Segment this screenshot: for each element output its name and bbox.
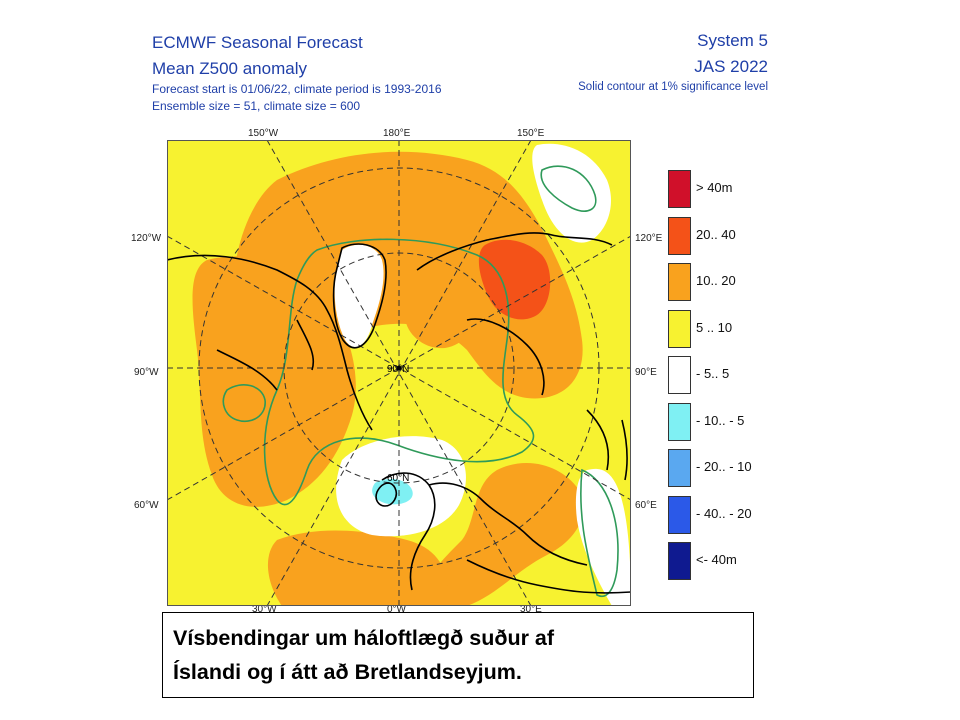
anomaly-region-orange-central (404, 286, 470, 349)
legend-label: - 5.. 5 (696, 366, 730, 381)
legend-swatch (668, 495, 691, 534)
legend-swatch (668, 170, 691, 208)
coastlines (167, 232, 631, 594)
anomaly-region-orange-west (192, 256, 356, 507)
lon-label-90e: 90°E (635, 367, 657, 378)
anomaly-region-orange-east (417, 462, 584, 606)
anomaly-region-red-siberia (478, 239, 551, 320)
anomaly-map: 90°N 60°N (167, 140, 631, 606)
significance-contour-pacific (540, 165, 597, 212)
lon-label-180e: 180°E (383, 128, 411, 139)
lat-60-label: 60°N (387, 473, 409, 484)
anomaly-region-white-greenland (334, 244, 384, 348)
legend-item: > 40m (668, 170, 768, 210)
lon-label-150w: 150°W (248, 128, 279, 139)
anomaly-region-white-pacific (532, 143, 612, 243)
period-label: JAS 2022 (694, 57, 768, 76)
lon-label-30w: 30°W (252, 604, 277, 615)
coast-greenland (332, 243, 387, 349)
ensemble-info: Ensemble size = 51, climate size = 600 (152, 99, 361, 113)
map-frame (167, 140, 631, 606)
legend-label: - 40.. - 20 (696, 505, 752, 521)
legend-item: - 5.. 5 (668, 356, 768, 396)
legend-item: 10.. 20 (668, 263, 768, 303)
significance-contour-west (222, 384, 266, 422)
lon-label-120w: 120°W (131, 233, 162, 244)
legend-label: <- 40m (696, 552, 737, 567)
legend-label: 5 .. 10 (696, 319, 733, 335)
map-title: ECMWF Seasonal Forecast (152, 33, 363, 52)
legend-swatch (668, 542, 691, 580)
anomaly-region-orange-south (267, 530, 448, 606)
legend-label: - 10.. - 5 (696, 412, 745, 428)
system-label: System 5 (697, 31, 768, 50)
map-subtitle: Mean Z500 anomaly (152, 59, 307, 78)
coast-siberia (416, 232, 613, 396)
coast-north-america (167, 254, 373, 431)
legend-item: - 10.. - 5 (668, 402, 768, 443)
lon-label-60e: 60°E (635, 500, 657, 511)
lon-label-90w: 90°W (134, 367, 159, 378)
legend-item: <- 40m (668, 542, 768, 582)
significance-contour-polar (263, 238, 535, 506)
legend-swatch (668, 263, 691, 301)
legend-swatch (668, 216, 691, 255)
legend-label: > 40m (696, 180, 733, 195)
caption-line-1: Vísbendingar um háloftlægð suður af (173, 626, 555, 650)
legend-item: 5 .. 10 (668, 309, 768, 350)
caption-line-2: Íslandi og í átt að Bretlandseyjum. (173, 660, 522, 684)
significance-note: Solid contour at 1% significance level (578, 81, 768, 93)
lon-label-0w: 0°W (387, 604, 406, 615)
legend-item: 20.. 40 (668, 216, 768, 257)
lon-label-60w: 60°W (134, 500, 159, 511)
lon-label-120e: 120°E (635, 233, 663, 244)
forecast-info: Forecast start is 01/06/22, climate peri… (152, 82, 442, 96)
legend-label: 20.. 40 (696, 226, 736, 242)
coast-uk (375, 482, 398, 507)
legend-label: - 20.. - 10 (696, 459, 752, 474)
legend-swatch (668, 402, 691, 441)
coast-east-asia (586, 409, 628, 481)
legend-swatch (668, 356, 691, 394)
caption-box: Vísbendingar um háloftlægð suður af Ísla… (162, 612, 754, 698)
pole-label: 90°N (387, 364, 409, 375)
legend-swatch (668, 449, 691, 487)
legend-item: - 20.. - 10 (668, 449, 768, 489)
legend-label: 10.. 20 (696, 273, 736, 288)
north-pole-marker (396, 365, 402, 371)
lon-label-150e: 150°E (517, 128, 545, 139)
legend-swatch (668, 309, 691, 348)
coast-europe (381, 472, 631, 594)
lon-label-30e: 30°E (520, 604, 542, 615)
legend-item: - 40.. - 20 (668, 495, 768, 536)
